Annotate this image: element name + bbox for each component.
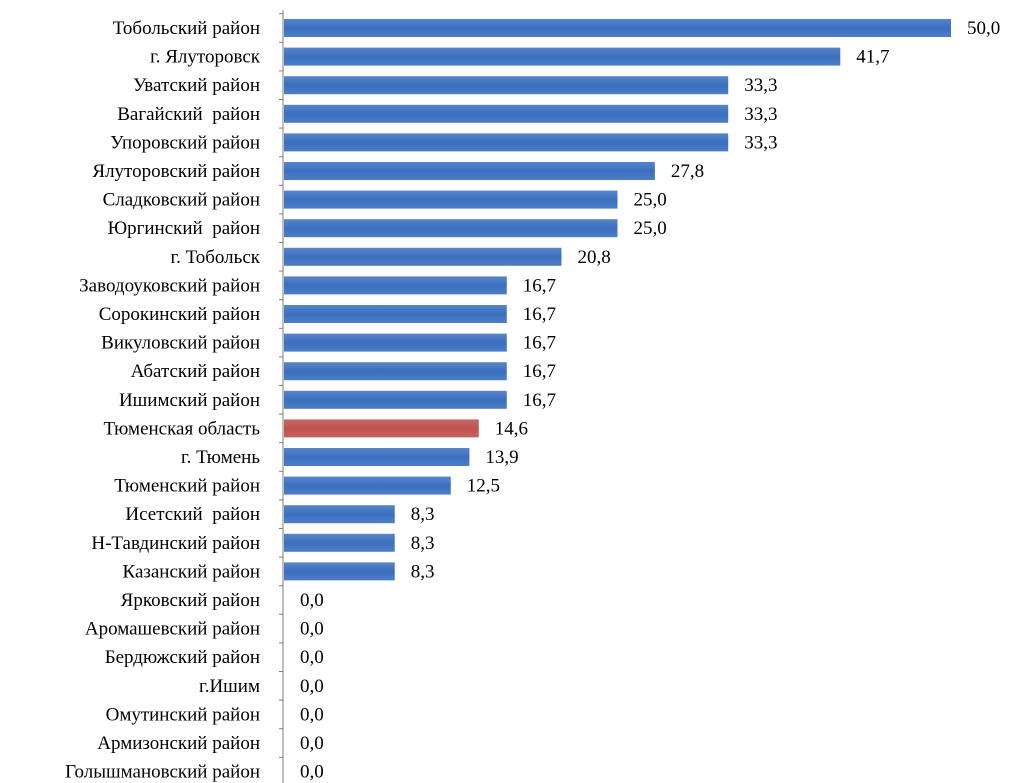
- value-label: 16,7: [523, 275, 556, 296]
- category-label: Тюменская область: [103, 418, 260, 439]
- category-label: Н-Тавдинский район: [91, 533, 260, 554]
- category-label: Уватский район: [133, 75, 260, 96]
- bar: [284, 276, 507, 295]
- bars-layer: [284, 19, 951, 581]
- value-label: 0,0: [300, 676, 324, 697]
- bar: [284, 390, 507, 409]
- bar: [284, 533, 395, 552]
- bar: [284, 448, 470, 466]
- category-label: Армизонский район: [97, 733, 260, 754]
- value-label: 25,0: [634, 218, 667, 239]
- category-label: Сорокинский район: [99, 304, 260, 325]
- value-label: 27,8: [671, 161, 704, 182]
- category-label: Заводоуковский район: [79, 275, 260, 296]
- value-label: 0,0: [300, 704, 324, 725]
- category-label: Ишимский район: [119, 390, 260, 411]
- value-label: 0,0: [300, 619, 324, 640]
- bar: [284, 190, 618, 209]
- value-label: 0,0: [300, 647, 324, 668]
- bar: [284, 76, 729, 95]
- category-label: Юргинский район: [108, 218, 260, 239]
- bar: [284, 247, 562, 266]
- bar: [284, 133, 729, 152]
- value-label: 16,7: [523, 304, 556, 325]
- value-label: 0,0: [300, 762, 324, 783]
- value-label: 33,3: [744, 104, 777, 125]
- value-label: 0,0: [300, 590, 324, 611]
- bar: [284, 162, 655, 180]
- value-label: 25,0: [634, 190, 667, 211]
- value-label: 33,3: [744, 132, 777, 153]
- bar: [284, 562, 395, 581]
- value-label: 41,7: [856, 47, 889, 68]
- bar: [284, 505, 395, 524]
- value-label: 12,5: [467, 476, 500, 497]
- category-label: г. Тюмень: [181, 447, 260, 468]
- value-label: 8,3: [411, 504, 435, 525]
- value-label: 16,7: [523, 333, 556, 354]
- category-label: Викуловский район: [101, 333, 260, 354]
- category-label: Тюменский район: [114, 476, 260, 497]
- category-label: Бердюжский район: [105, 647, 260, 668]
- bar: [284, 219, 618, 238]
- value-label: 33,3: [744, 75, 777, 96]
- bar: [284, 362, 507, 381]
- bar: [284, 333, 507, 352]
- category-label: г. Ялуторовск: [150, 47, 261, 68]
- category-label: Абатский район: [131, 361, 260, 382]
- bar: [284, 19, 951, 37]
- category-label: Аромашевский район: [85, 619, 260, 640]
- axis-layer: [279, 10, 284, 783]
- category-label: Казанский район: [123, 561, 260, 582]
- value-label: 16,7: [523, 390, 556, 411]
- category-label: Тобольский район: [113, 18, 260, 39]
- category-label: г.Ишим: [199, 676, 260, 697]
- value-label: 13,9: [485, 447, 518, 468]
- bar: [284, 476, 451, 495]
- bar: [284, 47, 841, 66]
- category-label: Вагайский район: [117, 104, 260, 125]
- value-label: 50,0: [967, 18, 1000, 39]
- value-label: 20,8: [577, 247, 610, 268]
- category-label: Голышмановский район: [65, 762, 260, 783]
- labels-layer: Тобольский район 50,0 г. Ялуторовск 41,7 Ува…: [65, 18, 1000, 783]
- value-label: 8,3: [411, 533, 435, 554]
- bar: [284, 305, 507, 323]
- value-label: 14,6: [495, 418, 528, 439]
- category-label: Ялуторовский район: [92, 161, 260, 182]
- value-label: 0,0: [300, 733, 324, 754]
- category-label: г. Тобольск: [170, 247, 260, 268]
- category-label: Сладковский район: [103, 190, 260, 211]
- category-label: Упоровский район: [110, 132, 260, 153]
- value-label: 16,7: [523, 361, 556, 382]
- value-label: 8,3: [411, 561, 435, 582]
- bar-highlight: [284, 419, 479, 438]
- bar: [284, 104, 729, 123]
- category-label: Омутинский район: [106, 704, 260, 725]
- category-label: Исетский район: [125, 504, 260, 525]
- category-label: Ярковский район: [121, 590, 260, 611]
